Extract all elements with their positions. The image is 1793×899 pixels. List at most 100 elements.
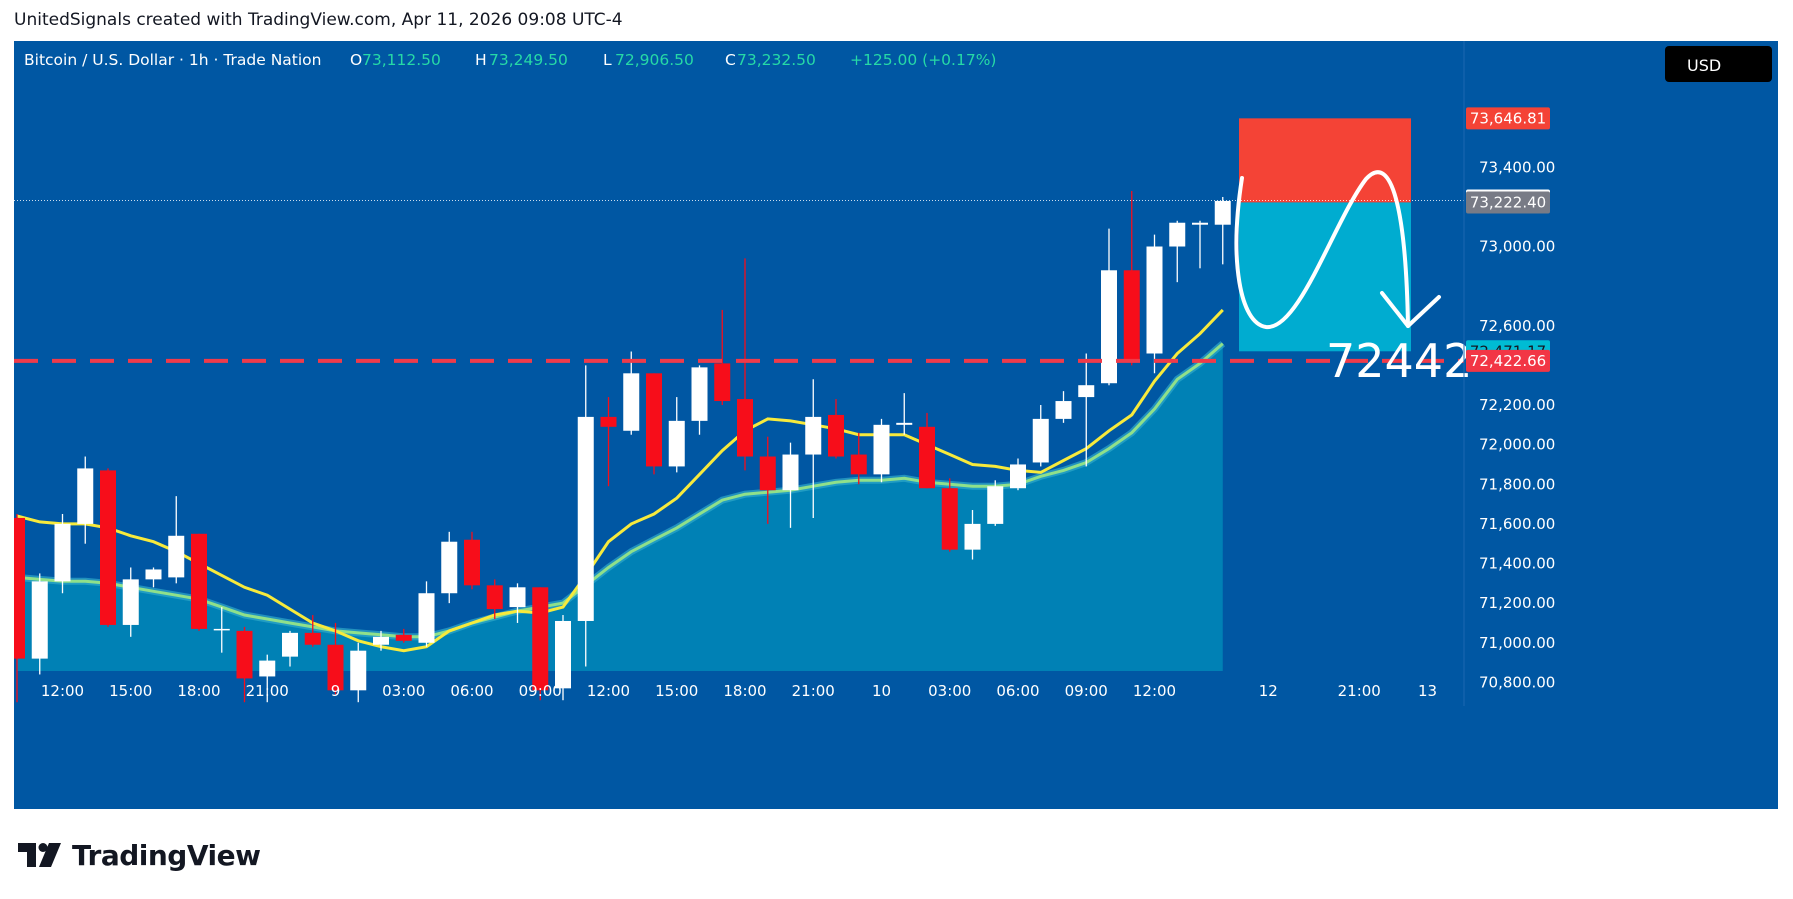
candle[interactable] <box>1010 458 1026 491</box>
candle-body <box>486 585 503 610</box>
candle-body <box>259 660 276 677</box>
time-tick-label: 06:00 <box>996 682 1039 700</box>
price-axis-badge-text: 73,222.40 <box>1470 193 1546 211</box>
candle[interactable] <box>805 379 822 518</box>
candle[interactable] <box>919 412 935 489</box>
candle[interactable] <box>577 365 594 667</box>
candle[interactable] <box>1078 353 1095 467</box>
candle[interactable] <box>555 615 571 701</box>
currency-button[interactable]: USD <box>1665 46 1772 82</box>
candle-body <box>350 650 367 691</box>
candle[interactable] <box>100 468 116 627</box>
candle-body <box>941 488 958 550</box>
candle-body <box>304 632 321 645</box>
price-tick-label: 71,600.00 <box>1479 515 1555 533</box>
candle[interactable] <box>623 351 640 435</box>
candle[interactable] <box>1032 405 1049 467</box>
candle[interactable] <box>304 615 321 647</box>
candle[interactable] <box>646 373 662 475</box>
candle[interactable] <box>145 567 162 588</box>
candle[interactable] <box>987 480 1004 526</box>
candle-body <box>577 416 594 621</box>
candle[interactable] <box>54 513 71 594</box>
candle[interactable] <box>259 654 276 703</box>
candle[interactable] <box>1123 191 1140 366</box>
candle[interactable] <box>373 630 389 651</box>
candle[interactable] <box>1169 220 1186 283</box>
candle[interactable] <box>31 573 48 675</box>
candle[interactable] <box>282 630 298 667</box>
candle[interactable] <box>122 567 139 637</box>
time-tick-label: 09:00 <box>1065 682 1108 700</box>
time-tick-label: 12:00 <box>587 682 630 700</box>
price-chart[interactable]: 72442 12:00 15:00 18:00 21:00 9 03:00 06:00 09:… <box>14 41 1778 809</box>
legend-ohlc-value: 72,906.50 <box>615 51 694 69</box>
candle[interactable] <box>964 510 981 560</box>
candle[interactable] <box>1192 220 1208 269</box>
candle[interactable] <box>737 258 753 471</box>
candle[interactable] <box>191 533 207 631</box>
candle[interactable] <box>77 456 94 544</box>
time-tick-label: 21:00 <box>246 682 289 700</box>
time-tick-label: 21:00 <box>1338 682 1381 700</box>
candle[interactable] <box>896 393 913 435</box>
candle-body <box>759 456 776 491</box>
candle[interactable] <box>350 642 367 703</box>
price-axis-badge: 73,646.81 <box>1466 107 1550 130</box>
candle-body <box>54 523 71 582</box>
price-axis-badge-bg <box>1466 107 1550 130</box>
time-tick-label: 18:00 <box>723 682 766 700</box>
candle[interactable] <box>486 579 503 619</box>
candle[interactable] <box>600 397 617 487</box>
candle[interactable] <box>327 622 344 695</box>
tradingview-logo[interactable]: TradingView <box>18 838 261 872</box>
candle[interactable] <box>213 607 230 653</box>
forecast-curve-drawing[interactable] <box>1234 170 1410 330</box>
candle-body <box>464 539 480 586</box>
chart-panel[interactable]: 72442 12:00 15:00 18:00 21:00 9 03:00 06:00 09:… <box>14 41 1778 809</box>
candle[interactable] <box>236 626 253 703</box>
price-tick-label: 70,800.00 <box>1479 673 1555 691</box>
candle[interactable] <box>759 436 776 524</box>
position-stop-zone[interactable] <box>1239 118 1411 203</box>
price-tick-label: 72,000.00 <box>1479 436 1555 454</box>
candle[interactable] <box>395 628 412 643</box>
level-annotation-text[interactable]: 72442 <box>1326 334 1472 388</box>
candle[interactable] <box>532 587 549 701</box>
position-target-zone[interactable] <box>1239 202 1411 352</box>
candle[interactable] <box>691 365 708 435</box>
candle[interactable] <box>668 397 685 473</box>
price-tick-label: 71,000.00 <box>1479 634 1555 652</box>
candle[interactable] <box>873 418 890 483</box>
candle[interactable] <box>14 513 25 703</box>
tradingview-logo-text: TradingView <box>72 838 261 872</box>
candle[interactable] <box>941 478 958 552</box>
candle[interactable] <box>1146 234 1163 374</box>
candle[interactable] <box>418 581 435 647</box>
candle-body <box>1101 270 1117 384</box>
price-axis-badge: 72,422.66 <box>1466 349 1550 372</box>
candle[interactable] <box>1055 391 1072 423</box>
candle[interactable] <box>1101 228 1117 386</box>
candle[interactable] <box>441 531 458 604</box>
candle-body <box>896 422 913 425</box>
candle[interactable] <box>828 399 844 459</box>
currency-button-bg[interactable] <box>1665 46 1772 82</box>
candle-body <box>668 420 685 467</box>
candle-body <box>919 426 935 489</box>
arrow-head-icon <box>1380 291 1441 328</box>
candle-body <box>623 373 640 431</box>
candle[interactable] <box>509 583 526 623</box>
candle[interactable] <box>782 442 799 528</box>
time-tick-label: 15:00 <box>109 682 152 700</box>
currency-button-label[interactable]: USD <box>1687 56 1721 75</box>
candle-body <box>828 414 844 457</box>
candle[interactable] <box>464 531 480 590</box>
candle-body <box>1123 270 1140 362</box>
candle[interactable] <box>850 432 867 485</box>
candle[interactable] <box>168 496 185 584</box>
candle[interactable] <box>714 309 731 406</box>
time-tick-label: 21:00 <box>792 682 835 700</box>
candle[interactable] <box>1214 196 1231 265</box>
candle-body <box>418 593 435 643</box>
